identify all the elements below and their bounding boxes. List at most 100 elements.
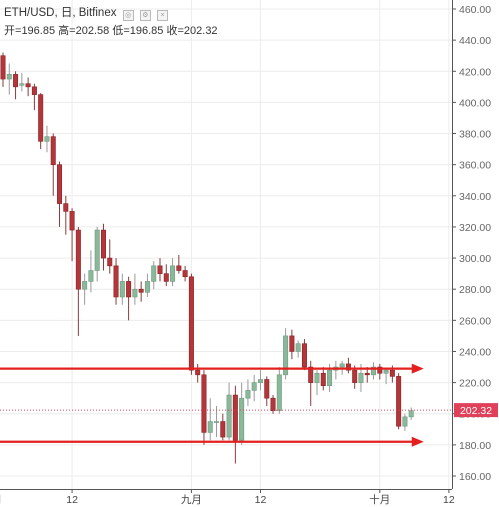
candle[interactable] (214, 405, 220, 438)
candle-body (308, 366, 314, 383)
candle[interactable] (195, 363, 201, 383)
candle[interactable] (314, 370, 320, 396)
annotation-arrow (0, 436, 424, 447)
candles[interactable] (0, 52, 414, 464)
candle-body (226, 394, 232, 438)
candle[interactable] (301, 339, 307, 371)
candle-body (88, 270, 94, 282)
candle[interactable] (289, 329, 295, 360)
candle[interactable] (69, 208, 75, 262)
close-series-icon[interactable]: × (157, 10, 169, 21)
candle-body (371, 366, 377, 376)
candle-body (38, 94, 44, 142)
candle[interactable] (295, 340, 301, 358)
candle[interactable] (138, 281, 144, 302)
candle[interactable] (188, 273, 194, 375)
candle-body (220, 421, 226, 438)
candle[interactable] (6, 63, 12, 95)
candle[interactable] (19, 72, 25, 92)
candle-body (201, 374, 207, 433)
candle[interactable] (402, 413, 408, 431)
candle[interactable] (377, 363, 383, 380)
hide-series-icon[interactable]: ◎ (122, 10, 134, 21)
candle[interactable] (207, 398, 213, 441)
candle[interactable] (383, 368, 389, 385)
candle[interactable] (264, 376, 270, 406)
open-value: 196.85 (21, 25, 56, 37)
candle[interactable] (345, 357, 351, 374)
annotation-arrow (0, 363, 424, 374)
candle[interactable] (157, 258, 163, 282)
candle[interactable] (170, 258, 176, 287)
candle[interactable] (144, 273, 150, 297)
candle[interactable] (113, 258, 119, 305)
candle-body (339, 363, 345, 368)
candle[interactable] (408, 407, 414, 420)
candle[interactable] (31, 83, 37, 111)
candle[interactable] (239, 382, 245, 445)
candle-body (364, 372, 370, 376)
x-tick-label: 月 (0, 494, 2, 506)
candle-body (151, 265, 157, 282)
candle[interactable] (220, 413, 226, 441)
candle[interactable] (132, 273, 138, 305)
candle[interactable] (63, 195, 69, 235)
candle[interactable] (44, 125, 50, 153)
settings-gear-icon[interactable]: ⚙ (139, 10, 151, 21)
close-label: 收 (166, 25, 178, 37)
candle-body (195, 369, 201, 376)
candle[interactable] (100, 223, 106, 271)
candle-body (389, 369, 395, 377)
candle[interactable] (257, 370, 263, 391)
candle-body (57, 164, 63, 204)
candle[interactable] (276, 367, 282, 414)
candle-body (283, 335, 289, 376)
candle[interactable] (0, 52, 6, 87)
candle[interactable] (151, 261, 157, 290)
y-tick-label: 160.00 (459, 471, 491, 483)
candle[interactable] (333, 360, 339, 380)
candle[interactable] (232, 385, 238, 464)
candle[interactable] (283, 328, 289, 380)
y-tick-label: 360.00 (459, 160, 491, 172)
candle-body (188, 276, 194, 371)
candle[interactable] (88, 250, 94, 293)
candle[interactable] (107, 239, 113, 274)
candle-body (402, 416, 408, 427)
candle-body (119, 281, 125, 298)
candle[interactable] (126, 276, 132, 321)
y-tick-label: 300.00 (459, 253, 491, 265)
candle[interactable] (270, 395, 276, 414)
candle[interactable] (94, 226, 100, 282)
candle[interactable] (176, 254, 182, 274)
candle[interactable] (251, 374, 257, 402)
candle[interactable] (245, 379, 251, 406)
candle-body (176, 265, 182, 271)
high-value: 202.58 (75, 25, 110, 37)
y-tick-label: 460.00 (459, 4, 491, 16)
last-price-tag: 202.32 (454, 403, 498, 418)
candle-body (132, 288, 138, 298)
candle[interactable] (371, 362, 377, 380)
candle-body (301, 343, 307, 368)
candle[interactable] (226, 382, 232, 441)
candle[interactable] (201, 370, 207, 445)
candle-body (19, 83, 25, 86)
candle[interactable] (50, 133, 56, 196)
candle[interactable] (13, 71, 19, 100)
candle[interactable] (82, 273, 88, 305)
candle[interactable] (38, 93, 44, 150)
candle[interactable] (320, 367, 326, 391)
candle[interactable] (163, 264, 169, 287)
low-label: 低 (112, 25, 124, 37)
y-tick-label: 320.00 (459, 222, 491, 234)
candle[interactable] (119, 273, 125, 305)
candle[interactable] (75, 226, 81, 336)
candle[interactable] (25, 77, 31, 97)
candle[interactable] (182, 265, 188, 282)
candle[interactable] (57, 161, 63, 227)
candle[interactable] (396, 373, 402, 430)
candle-body (396, 376, 402, 427)
ohlc-readout: 开=196.85 高=202.58 低=196.85 收=202.32 (4, 25, 218, 37)
